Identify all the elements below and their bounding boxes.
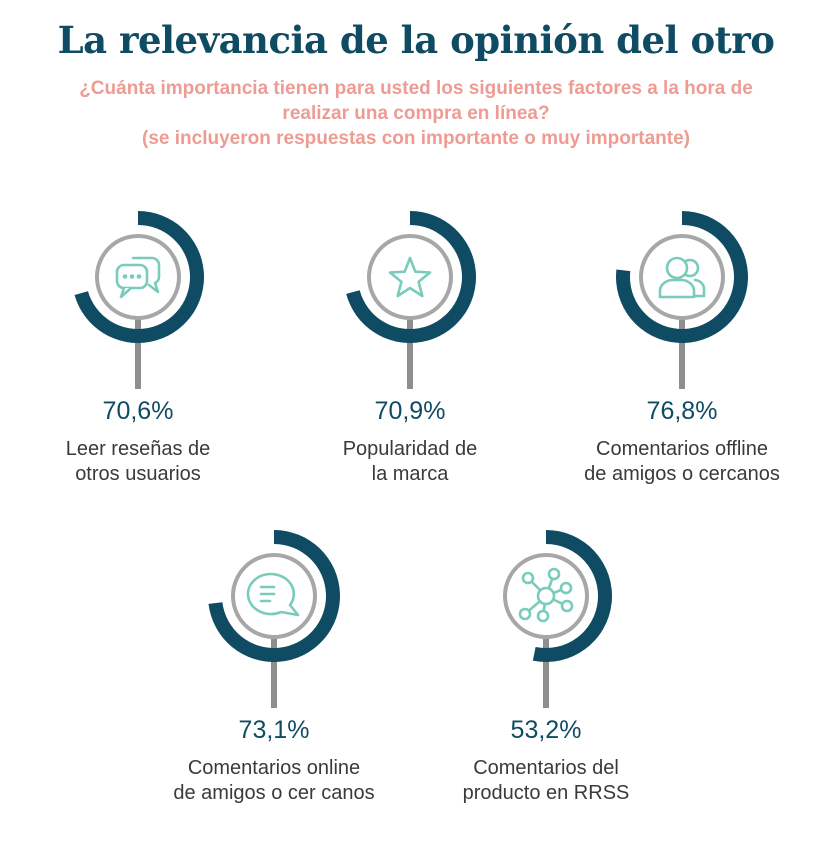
category-label-line: la marca — [371, 463, 449, 485]
chat-dot — [129, 274, 135, 279]
category-label: Comentarios del producto en RRSS — [416, 756, 676, 806]
chart-title: La relevancia de la opinión del otro — [57, 18, 775, 62]
users-icon — [658, 256, 706, 299]
network-icon — [518, 567, 574, 623]
value-label: 70,6% — [102, 397, 174, 425]
icon-ring — [367, 234, 453, 320]
user-head-front — [665, 256, 689, 280]
category-label: Leer reseñas de otros usuarios — [8, 437, 268, 487]
network-node — [536, 609, 550, 623]
network-node — [559, 581, 573, 595]
gauge-item — [74, 211, 205, 389]
value-label: 76,8% — [646, 397, 718, 425]
category-label-line: Comentarios online — [187, 757, 361, 779]
user-body-back — [692, 278, 706, 298]
network-hub — [536, 586, 556, 606]
category-label: Comentarios offline de amigos o cercanos — [552, 437, 812, 487]
gauge-item — [616, 211, 748, 389]
category-label-line: Comentarios del — [473, 757, 619, 779]
category-label-line: de amigos o cer canos — [173, 782, 375, 804]
progress-arc — [532, 530, 613, 662]
gauge-item — [208, 530, 341, 708]
chat-dot — [136, 274, 142, 279]
gauge-item — [346, 211, 476, 389]
subtitle-line: (se incluyeron respuestas con importante… — [142, 128, 690, 149]
chart-subtitle: ¿Cuánta importancia tienen para usted lo… — [40, 76, 792, 151]
chat-bubble-tail — [119, 286, 133, 299]
chat-bubble-back — [131, 256, 161, 294]
network-node — [518, 607, 532, 621]
value-label: 73,1% — [238, 716, 310, 744]
gauge-item — [503, 530, 613, 708]
message-bubble — [246, 572, 300, 617]
user-body-front — [658, 278, 696, 299]
category-label-line: producto en RRSS — [462, 782, 630, 804]
category-label-line: otros usuarios — [75, 463, 201, 485]
network-node — [547, 567, 561, 581]
category-label: Popularidad de la marca — [280, 437, 540, 487]
icon-ring — [231, 553, 317, 639]
network-node — [560, 599, 574, 613]
value-label: 70,9% — [374, 397, 446, 425]
subtitle-line: ¿Cuánta importancia tienen para usted lo… — [79, 78, 753, 99]
value-label: 53,2% — [510, 716, 582, 744]
star-shape — [388, 256, 432, 298]
category-label-line: Popularidad de — [342, 438, 478, 460]
message-icon — [246, 572, 300, 617]
category-label-line: de amigos o cercanos — [584, 463, 780, 485]
category-label-line: Leer reseñas de — [65, 438, 211, 460]
network-node — [521, 571, 535, 585]
subtitle-line: realizar una compra en línea? — [282, 103, 550, 124]
category-label: Comentarios online de amigos o cer canos — [144, 756, 404, 806]
category-label-line: Comentarios offline — [596, 438, 768, 460]
chat-dot — [122, 274, 128, 279]
chat-bubbles-icon — [115, 256, 161, 299]
star-icon — [388, 256, 432, 298]
